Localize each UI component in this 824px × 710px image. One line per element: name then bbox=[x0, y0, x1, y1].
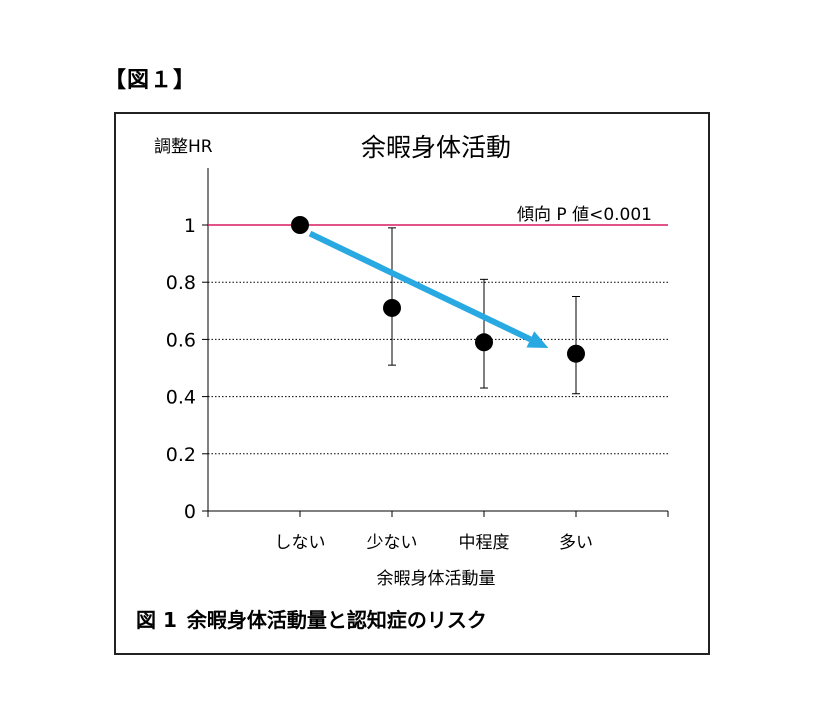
x-tick-label: 少ない bbox=[367, 533, 418, 553]
y-tick-label: 0.4 bbox=[166, 387, 196, 409]
caption-number: 図 1 bbox=[136, 608, 177, 632]
x-tick-label: しない bbox=[275, 533, 326, 553]
figure-caption: 図 1 余暇身体活動量と認知症のリスク bbox=[136, 604, 497, 633]
y-axis-label: 調整HR bbox=[154, 137, 213, 157]
data-point bbox=[475, 333, 493, 352]
data-point bbox=[383, 298, 401, 317]
data-point bbox=[291, 216, 309, 234]
chart-title: 余暇身体活動 bbox=[361, 133, 511, 162]
trend-arrow-head bbox=[526, 331, 549, 348]
y-tick-label: 0 bbox=[184, 501, 196, 523]
y-tick-label: 1 bbox=[184, 215, 196, 237]
figure-label: 【図１】 bbox=[104, 68, 197, 93]
trend-p-annotation: 傾向 P 値<0.001 bbox=[517, 205, 652, 225]
chart-frame bbox=[114, 112, 710, 655]
data-point bbox=[567, 344, 585, 363]
x-axis-label: 余暇身体活動量 bbox=[377, 569, 496, 589]
y-tick-label: 0.2 bbox=[166, 444, 196, 466]
trend-arrow-shaft bbox=[308, 230, 532, 343]
plot-area: 0 0.2 0.4 0.6 0.8 1 しない 少ない 中程度 多い bbox=[166, 168, 669, 553]
x-tick-label: 中程度 bbox=[459, 533, 510, 553]
caption-text: 余暇身体活動量と認知症のリスク bbox=[186, 608, 487, 632]
y-tick-label: 0.8 bbox=[166, 272, 196, 294]
y-tick-label: 0.6 bbox=[166, 329, 196, 351]
x-tick-label: 多い bbox=[559, 533, 593, 553]
